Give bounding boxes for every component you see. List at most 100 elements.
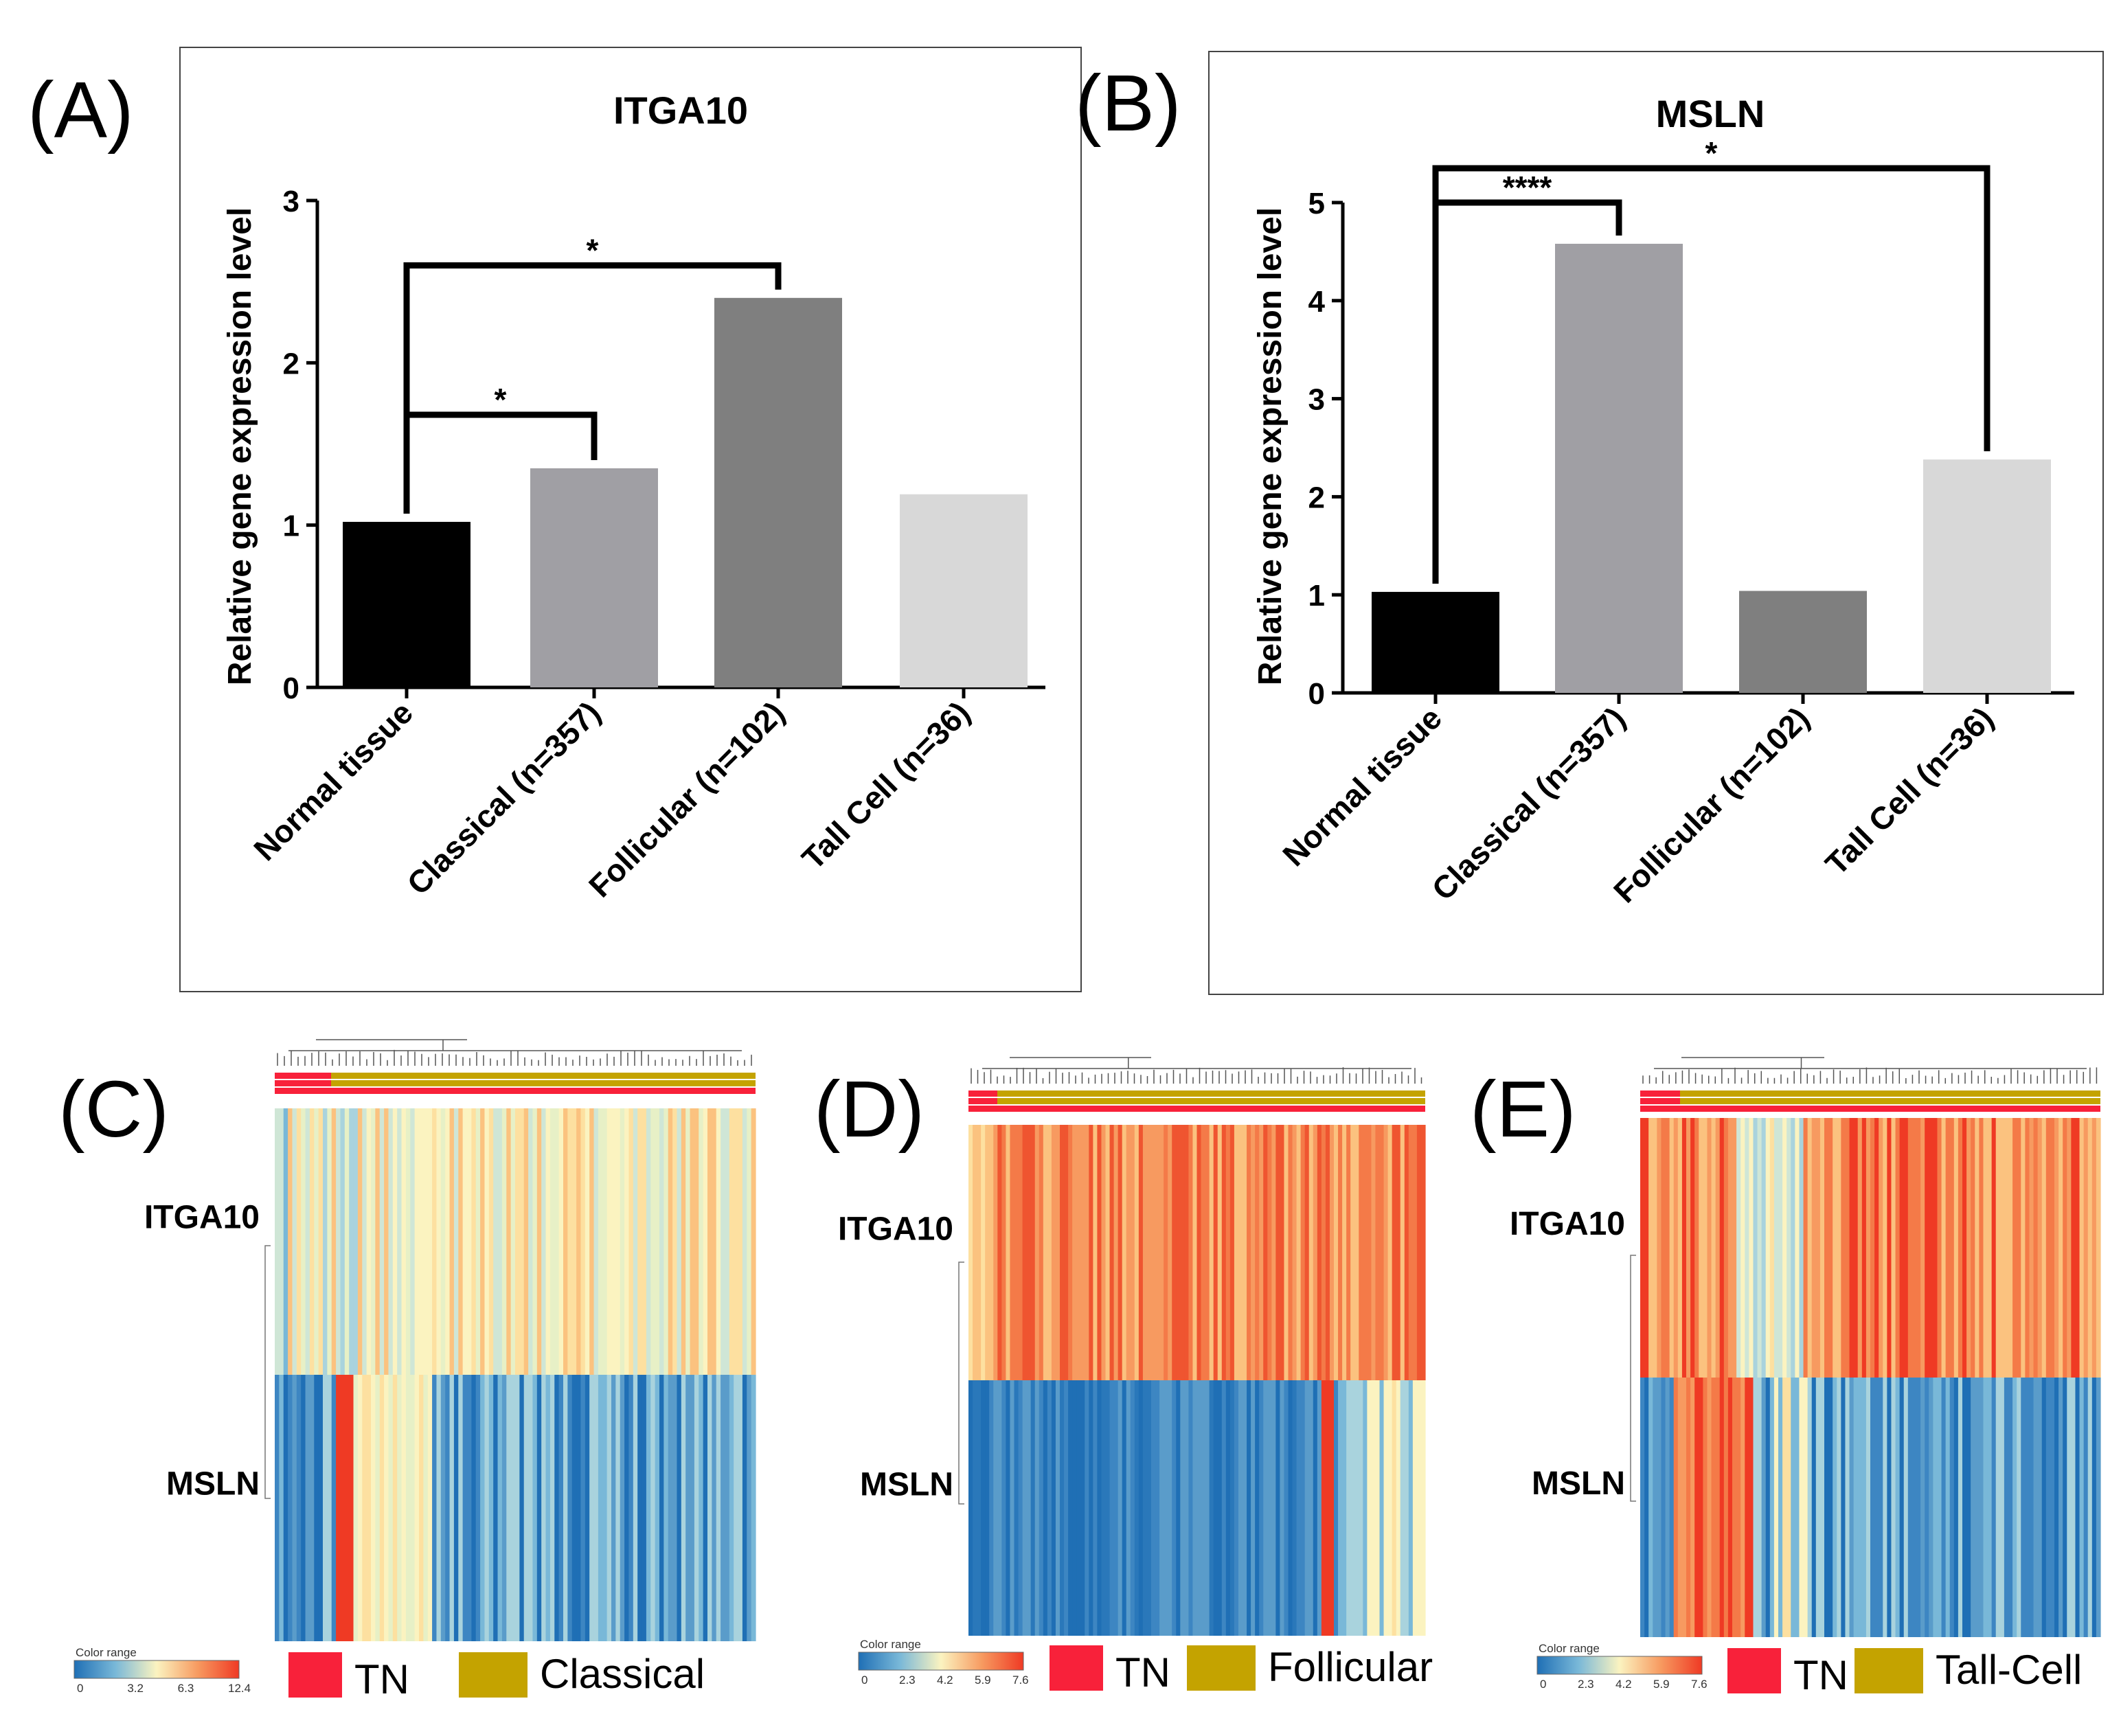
panel-e-heatmap-cell: [1899, 1118, 1905, 1378]
panel-e-heatmap-cell: [1799, 1378, 1804, 1637]
panel-c-heatmap-cell: [357, 1108, 363, 1375]
panel-b-category-label: Tall Cell (n=36): [1818, 700, 2000, 882]
panel-d-heatmap-cell: [1404, 1125, 1409, 1380]
panel-e-heatmap-cell: [2063, 1118, 2067, 1378]
panel-c-heatmap-cell: [536, 1375, 542, 1641]
panel-b-category-label: Follicular (n=102): [1607, 700, 1816, 909]
panel-c-heatmap-cell: [558, 1375, 564, 1641]
panel-e-heatmap-cell: [2017, 1118, 2021, 1378]
panel-d-heatmap-cell: [1338, 1125, 1343, 1380]
panel-e-heatmap-cell: [1883, 1118, 1887, 1378]
panel-d-heatmap-cell: [1201, 1125, 1206, 1380]
panel-d-heatmap-cell: [1217, 1125, 1223, 1380]
panel-d-heatmap-cell: [1164, 1380, 1168, 1636]
panel-c-heatmap-cell: [493, 1375, 499, 1641]
panel-d-heatmap-cell: [1420, 1380, 1426, 1636]
panel-c-heatmap-cell: [598, 1375, 603, 1641]
panel-c-heatmap-cell: [663, 1375, 669, 1641]
panel-e-heatmap-cell: [1707, 1378, 1712, 1637]
panel-d-heatmap-cell: [1308, 1125, 1314, 1380]
panel-e-heatmap-cell: [2033, 1378, 2039, 1637]
panel-e-heatmap-cell: [1841, 1378, 1846, 1637]
panel-e-heatmap-cell: [1715, 1378, 1721, 1637]
panel-b-title: MSLN: [1656, 92, 1765, 135]
panel-e-heatmap-cell: [1753, 1118, 1758, 1378]
panel-c-heatmap-cell: [275, 1108, 280, 1375]
panel-c-heatmap-cell: [318, 1108, 324, 1375]
panel-d-heatmap-cell: [1010, 1380, 1015, 1636]
panel-d-heatmap-cell: [1034, 1125, 1040, 1380]
panel-d-heatmap-cell: [1221, 1380, 1227, 1636]
panel-d-heatmap-cell: [968, 1380, 973, 1636]
panel-d-heatmap-cell: [1412, 1380, 1418, 1636]
panel-e-heatmap-cell: [2071, 1378, 2076, 1637]
panel-e-heatmap-cell: [2075, 1378, 2080, 1637]
panel-b-ytick-label: 1: [1308, 579, 1325, 613]
panel-d-heatmap-cell: [1408, 1125, 1414, 1380]
panel-e-color-range-tick: 7.6: [1691, 1678, 1708, 1691]
panel-e-heatmap-cell: [1644, 1378, 1649, 1637]
panel-d-annotation-subtype: [997, 1090, 1425, 1097]
panel-d-heatmap-cell: [1275, 1380, 1281, 1636]
panel-d-heatmap-cell: [1168, 1380, 1172, 1636]
panel-e-heatmap-cell: [2087, 1118, 2093, 1378]
panel-c-heatmap-cell: [703, 1108, 708, 1375]
panel-e-heatmap-cell: [2087, 1378, 2093, 1637]
panel-c-row-label: ITGA10: [144, 1200, 260, 1236]
panel-d-heatmap-cell: [1292, 1125, 1297, 1380]
panel-d-row-label: ITGA10: [838, 1211, 953, 1247]
panel-d-heatmap-cell: [1085, 1125, 1089, 1380]
panel-c-heatmap-cell: [655, 1375, 660, 1641]
panel-e-heatmap-cell: [1740, 1118, 1745, 1378]
panel-c-color-range-title: Color range: [76, 1646, 137, 1659]
panel-c-heatmap-cell: [419, 1375, 424, 1641]
panel-c-annotation-subtype: [331, 1080, 756, 1086]
panel-d-heatmap-cell: [981, 1125, 986, 1380]
panel-c-heatmap-cell: [458, 1108, 464, 1375]
panel-d-heatmap-cell: [973, 1125, 977, 1380]
panel-e-heatmap-cell: [1782, 1118, 1787, 1378]
panel-e-heatmap-cell: [1665, 1118, 1670, 1378]
panel-d-heatmap-cell: [1383, 1125, 1389, 1380]
panel-d-heatmap-cell: [1304, 1380, 1310, 1636]
panel-d-heatmap-cell: [1288, 1125, 1293, 1380]
panel-e-heatmap-cell: [1845, 1378, 1850, 1637]
panel-c-heatmap-cell: [615, 1108, 621, 1375]
panel-c-heatmap-cell: [593, 1375, 599, 1641]
panel-d-heatmap-cell: [1172, 1125, 1177, 1380]
panel-d-heatmap-cell: [1317, 1125, 1322, 1380]
panel-e-annotation-subtype: [1680, 1090, 2100, 1097]
panel-e-heatmap-cell: [1736, 1118, 1741, 1378]
panel-d-heatmap-cell: [1383, 1380, 1389, 1636]
panel-d-color-range-bar: [858, 1652, 1024, 1671]
panel-d-heatmap-cell: [1134, 1380, 1139, 1636]
panel-c-heatmap-cell: [440, 1375, 446, 1641]
panel-e-heatmap-cell: [1828, 1378, 1833, 1637]
panel-e-heatmap-cell: [1949, 1118, 1955, 1378]
panel-d-annotation-tn: [968, 1098, 997, 1104]
panel-d-heatmap-cell: [1217, 1380, 1223, 1636]
panel-e-heatmap-cell: [2083, 1378, 2089, 1637]
panel-d-heatmap-cell: [1060, 1380, 1065, 1636]
panel-c-heatmap-cell: [475, 1375, 481, 1641]
panel-a-category-label: Classical (n=357): [400, 694, 607, 902]
panel-c-heatmap-cell: [327, 1108, 332, 1375]
panel-d-heatmap-cell: [1387, 1380, 1393, 1636]
panel-e-heatmap-cell: [1849, 1118, 1855, 1378]
panel-d-heatmap-cell: [1251, 1125, 1256, 1380]
panel-e-heatmap-cell: [1887, 1378, 1892, 1637]
panel-d-legend-tn-label: TN: [1115, 1649, 1170, 1695]
panel-d-heatmap-cell: [1350, 1380, 1355, 1636]
panel-e-heatmap-cell: [1999, 1118, 2005, 1378]
panel-e-heatmap-cell: [1694, 1378, 1699, 1637]
panel-a-significance-label: *: [495, 382, 507, 418]
panel-c-heatmap-cell: [611, 1108, 616, 1375]
panel-d-heatmap-cell: [1113, 1380, 1119, 1636]
panel-c-heatmap-cell: [672, 1108, 678, 1375]
panel-d-heatmap-cell: [1039, 1380, 1044, 1636]
panel-d-heatmap-cell: [1142, 1125, 1148, 1380]
panel-d-heatmap-cell: [1420, 1125, 1426, 1380]
panel-e-heatmap-cell: [1653, 1378, 1657, 1637]
panel-d-heatmap-cell: [1304, 1125, 1310, 1380]
